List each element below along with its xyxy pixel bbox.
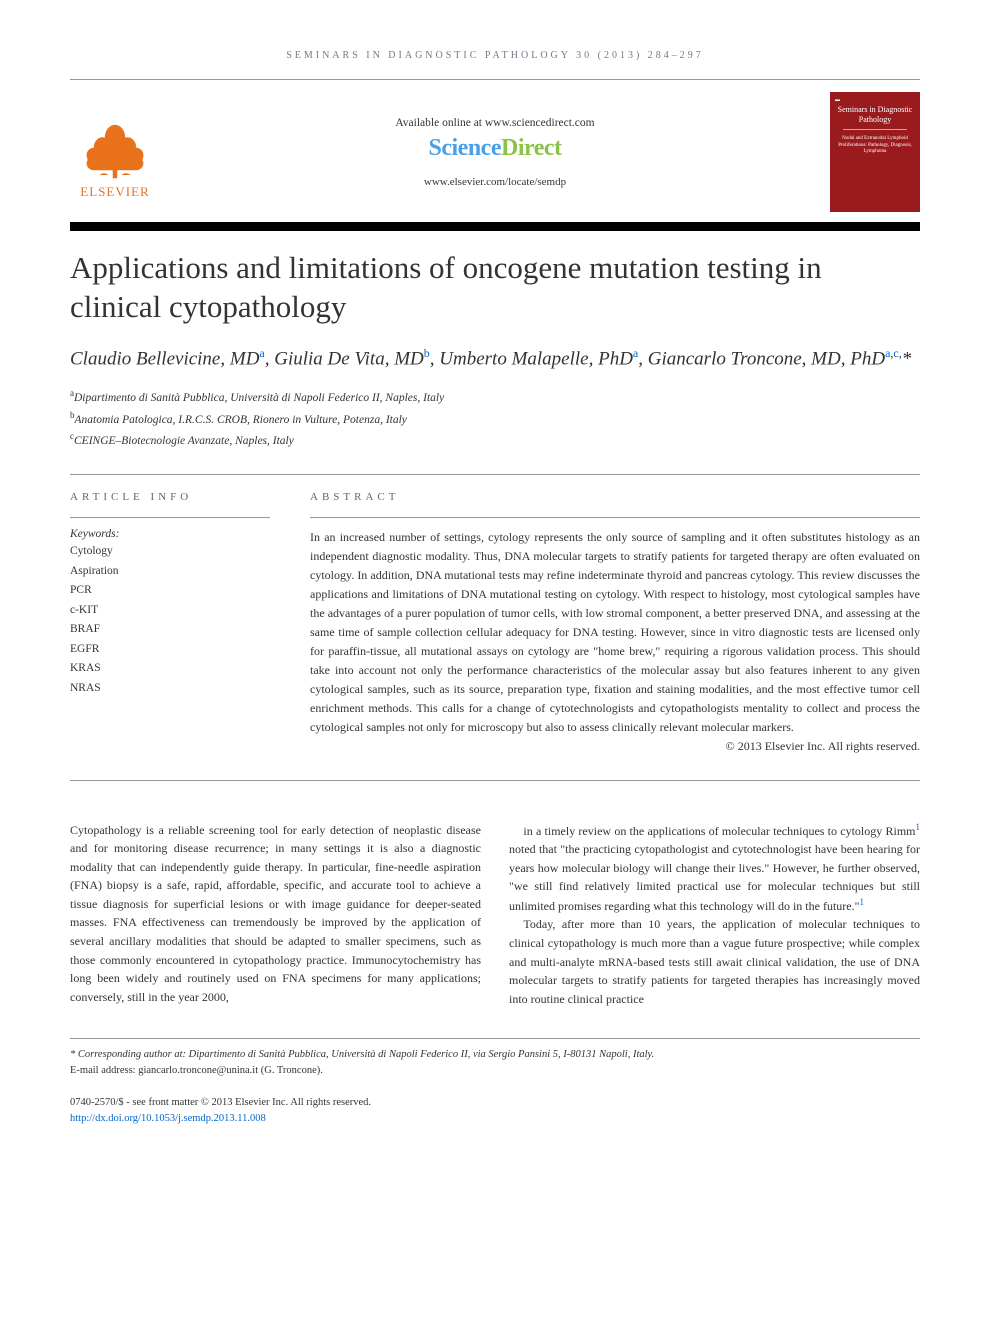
keyword-item: c-KIT bbox=[70, 601, 270, 621]
article-info-heading: ARTICLE INFO bbox=[70, 491, 270, 503]
article-title: Applications and limitations of oncogene… bbox=[70, 249, 920, 327]
abstract-heading: ABSTRACT bbox=[310, 491, 920, 503]
body-text: Cytopathology is a reliable screening to… bbox=[70, 821, 920, 1009]
cover-title: Seminars in Diagnostic Pathology bbox=[835, 105, 915, 124]
keyword-item: BRAF bbox=[70, 620, 270, 640]
keyword-item: PCR bbox=[70, 581, 270, 601]
front-matter-line: 0740-2570/$ - see front matter © 2013 El… bbox=[70, 1095, 920, 1111]
journal-locate-url[interactable]: www.elsevier.com/locate/semdp bbox=[180, 176, 810, 188]
abstract-text: In an increased number of settings, cyto… bbox=[310, 528, 920, 736]
masthead-center: Available online at www.sciencedirect.co… bbox=[180, 117, 810, 188]
doi-link[interactable]: http://dx.doi.org/10.1053/j.semdp.2013.1… bbox=[70, 1113, 266, 1124]
affiliation-line: aDipartimento di Sanità Pubblica, Univer… bbox=[70, 386, 920, 407]
abstract-copyright: © 2013 Elsevier Inc. All rights reserved… bbox=[310, 739, 920, 754]
bottom-matter: 0740-2570/$ - see front matter © 2013 El… bbox=[70, 1095, 920, 1127]
keywords-list: CytologyAspirationPCRc-KITBRAFEGFRKRASNR… bbox=[70, 542, 270, 698]
abstract-rule bbox=[310, 517, 920, 518]
cover-elsevier-mark: ▬ bbox=[835, 98, 915, 103]
doi-line: http://dx.doi.org/10.1053/j.semdp.2013.1… bbox=[70, 1111, 920, 1127]
corresponding-author: * Corresponding author at: Dipartimento … bbox=[70, 1047, 920, 1063]
email-line: E-mail address: giancarlo.troncone@unina… bbox=[70, 1063, 920, 1079]
body-p1: Cytopathology is a reliable screening to… bbox=[70, 821, 481, 1007]
black-separator-bar bbox=[70, 222, 920, 231]
footnotes: * Corresponding author at: Dipartimento … bbox=[70, 1038, 920, 1079]
sciencedirect-logo[interactable]: ScienceDirect bbox=[429, 135, 562, 162]
corresponding-email[interactable]: giancarlo.troncone@unina.it bbox=[138, 1065, 258, 1076]
ref-link-1b[interactable]: 1 bbox=[860, 897, 865, 907]
keyword-item: Aspiration bbox=[70, 562, 270, 582]
info-rule bbox=[70, 517, 270, 518]
ref-link-1[interactable]: 1 bbox=[916, 822, 921, 832]
elsevier-tree-icon bbox=[80, 120, 150, 180]
cover-subtitle: Nodal and Extranodal Lymphoid Proliferat… bbox=[835, 136, 915, 156]
keywords-label: Keywords: bbox=[70, 528, 270, 540]
affiliations: aDipartimento di Sanità Pubblica, Univer… bbox=[70, 386, 920, 450]
section-rule-2 bbox=[70, 780, 920, 781]
keyword-item: EGFR bbox=[70, 640, 270, 660]
keyword-item: NRAS bbox=[70, 679, 270, 699]
running-header: SEMINARS IN DIAGNOSTIC PATHOLOGY 30 (201… bbox=[70, 50, 920, 61]
authors-list: Claudio Bellevicine, MDa, Giulia De Vita… bbox=[70, 345, 920, 373]
info-abstract-row: ARTICLE INFO Keywords: CytologyAspiratio… bbox=[70, 475, 920, 765]
article-info: ARTICLE INFO Keywords: CytologyAspiratio… bbox=[70, 491, 270, 753]
elsevier-name: ELSEVIER bbox=[80, 184, 149, 200]
elsevier-logo: ELSEVIER bbox=[70, 105, 160, 200]
affiliation-line: bAnatomia Patologica, I.R.C.S. CROB, Rio… bbox=[70, 408, 920, 429]
keyword-item: Cytology bbox=[70, 542, 270, 562]
title-block: Applications and limitations of oncogene… bbox=[70, 231, 920, 460]
keyword-item: KRAS bbox=[70, 659, 270, 679]
body-p3: Today, after more than 10 years, the app… bbox=[509, 915, 920, 1008]
scidirect-sci: Science bbox=[429, 135, 501, 161]
body-p2: in a timely review on the applications o… bbox=[509, 821, 920, 916]
journal-cover-thumbnail: ▬ Seminars in Diagnostic Pathology Nodal… bbox=[830, 92, 920, 212]
abstract: ABSTRACT In an increased number of setti… bbox=[310, 491, 920, 753]
scidirect-direct: Direct bbox=[501, 135, 562, 161]
affiliation-line: cCEINGE–Biotecnologie Avanzate, Naples, … bbox=[70, 429, 920, 450]
masthead: ELSEVIER Available online at www.science… bbox=[70, 80, 920, 222]
available-online-text: Available online at www.sciencedirect.co… bbox=[180, 117, 810, 129]
